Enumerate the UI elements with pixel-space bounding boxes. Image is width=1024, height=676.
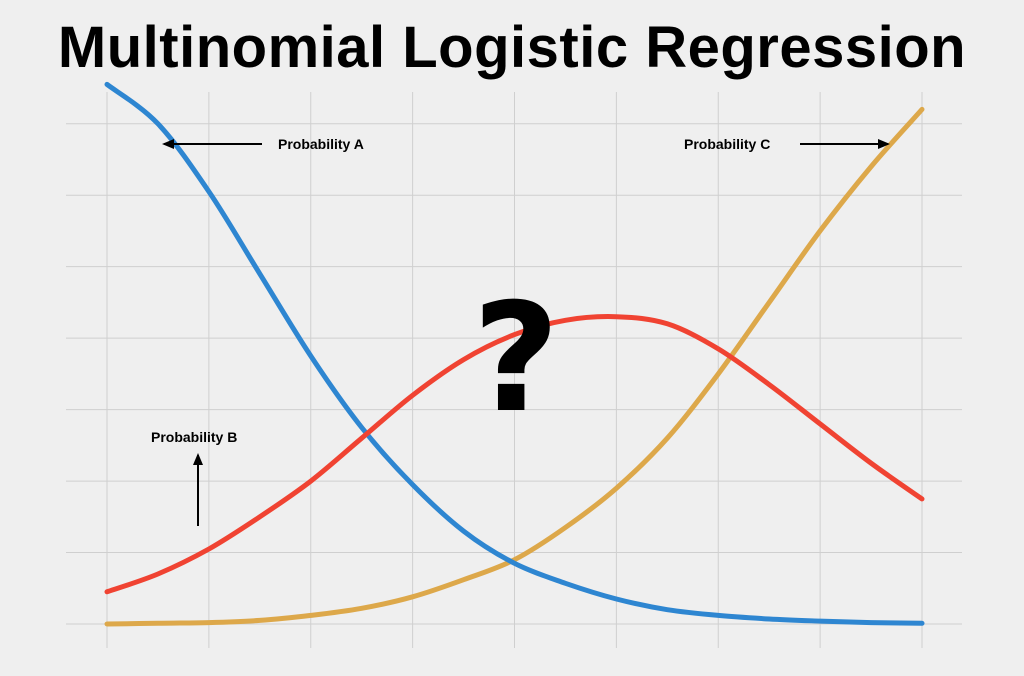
annotation-probability-b: Probability B: [151, 429, 237, 445]
series-line-probability-b: [104, 314, 925, 595]
series-line-probability-a: [104, 81, 925, 626]
annotation-layer: Probability A Probability C Probability …: [151, 136, 890, 526]
grid: [66, 92, 962, 648]
series-line-probability-c: [104, 106, 925, 627]
series-layer: [104, 81, 925, 627]
page-title: Multinomial Logistic Regression: [57, 15, 967, 80]
question-mark: ?: [472, 272, 559, 446]
annotation-probability-c: Probability C: [684, 136, 770, 152]
annotation-probability-a: Probability A: [278, 136, 364, 152]
